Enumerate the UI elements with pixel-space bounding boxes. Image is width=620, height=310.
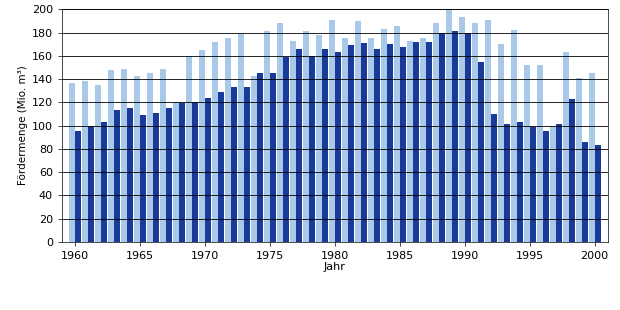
Bar xyxy=(75,131,81,242)
Bar xyxy=(166,108,172,242)
Bar xyxy=(251,76,257,242)
Bar xyxy=(420,38,426,242)
Bar xyxy=(433,23,439,242)
Bar xyxy=(595,145,601,242)
Bar xyxy=(542,131,549,242)
Bar xyxy=(387,44,392,242)
Bar xyxy=(205,98,211,242)
Bar xyxy=(537,65,542,242)
Bar xyxy=(192,102,198,242)
Bar xyxy=(550,126,556,242)
Bar xyxy=(582,142,588,242)
Bar xyxy=(212,42,218,242)
Bar xyxy=(316,35,322,242)
Bar xyxy=(381,29,387,242)
Bar xyxy=(368,38,374,242)
Bar xyxy=(69,82,75,242)
Bar xyxy=(361,43,367,242)
Bar xyxy=(244,87,250,242)
Bar xyxy=(225,38,231,242)
Bar xyxy=(160,69,166,242)
Bar xyxy=(277,23,283,242)
Bar xyxy=(153,113,159,242)
Bar xyxy=(400,46,405,242)
Bar xyxy=(459,17,465,242)
Bar xyxy=(257,73,263,242)
Bar xyxy=(556,124,562,242)
Bar xyxy=(342,38,348,242)
Bar xyxy=(407,41,413,242)
Bar xyxy=(374,49,379,242)
Bar xyxy=(283,57,289,242)
Bar xyxy=(270,73,276,242)
Bar xyxy=(446,11,452,242)
Bar xyxy=(569,99,575,242)
Bar xyxy=(147,73,153,242)
Bar xyxy=(95,85,101,242)
Bar xyxy=(452,31,458,242)
Bar xyxy=(186,56,192,242)
Bar xyxy=(575,78,582,242)
Bar xyxy=(140,115,146,242)
Bar xyxy=(465,33,471,242)
Bar xyxy=(296,49,302,242)
Bar xyxy=(121,69,127,242)
Bar xyxy=(524,65,529,242)
Bar xyxy=(290,41,296,242)
Bar xyxy=(498,44,503,242)
Bar xyxy=(173,102,179,242)
Bar xyxy=(199,50,205,242)
Bar xyxy=(329,20,335,242)
Bar xyxy=(413,42,418,242)
Bar xyxy=(264,31,270,242)
Bar xyxy=(134,76,140,242)
Bar xyxy=(394,26,400,242)
Bar xyxy=(88,126,94,242)
Bar xyxy=(101,122,107,242)
Bar xyxy=(588,73,595,242)
Bar xyxy=(485,20,490,242)
Bar xyxy=(127,108,133,242)
Bar xyxy=(238,34,244,242)
Bar xyxy=(309,56,315,242)
Y-axis label: Fördermenge (Mio. m³): Fördermenge (Mio. m³) xyxy=(18,66,28,185)
Bar xyxy=(439,33,445,242)
Bar xyxy=(218,92,224,242)
Bar xyxy=(511,30,516,242)
Bar xyxy=(503,124,510,242)
Bar xyxy=(82,81,88,242)
Bar xyxy=(472,23,477,242)
Bar xyxy=(108,70,114,242)
Bar xyxy=(303,31,309,242)
Bar xyxy=(179,104,185,242)
Bar xyxy=(114,110,120,242)
Bar xyxy=(529,127,536,242)
Bar xyxy=(322,49,328,242)
Bar xyxy=(335,52,341,242)
X-axis label: Jahr: Jahr xyxy=(324,262,346,272)
Bar xyxy=(355,21,361,242)
Bar xyxy=(516,122,523,242)
Bar xyxy=(231,87,237,242)
Bar xyxy=(348,45,354,242)
Bar xyxy=(490,114,497,242)
Bar xyxy=(477,62,484,242)
Bar xyxy=(426,42,432,242)
Bar xyxy=(563,52,569,242)
